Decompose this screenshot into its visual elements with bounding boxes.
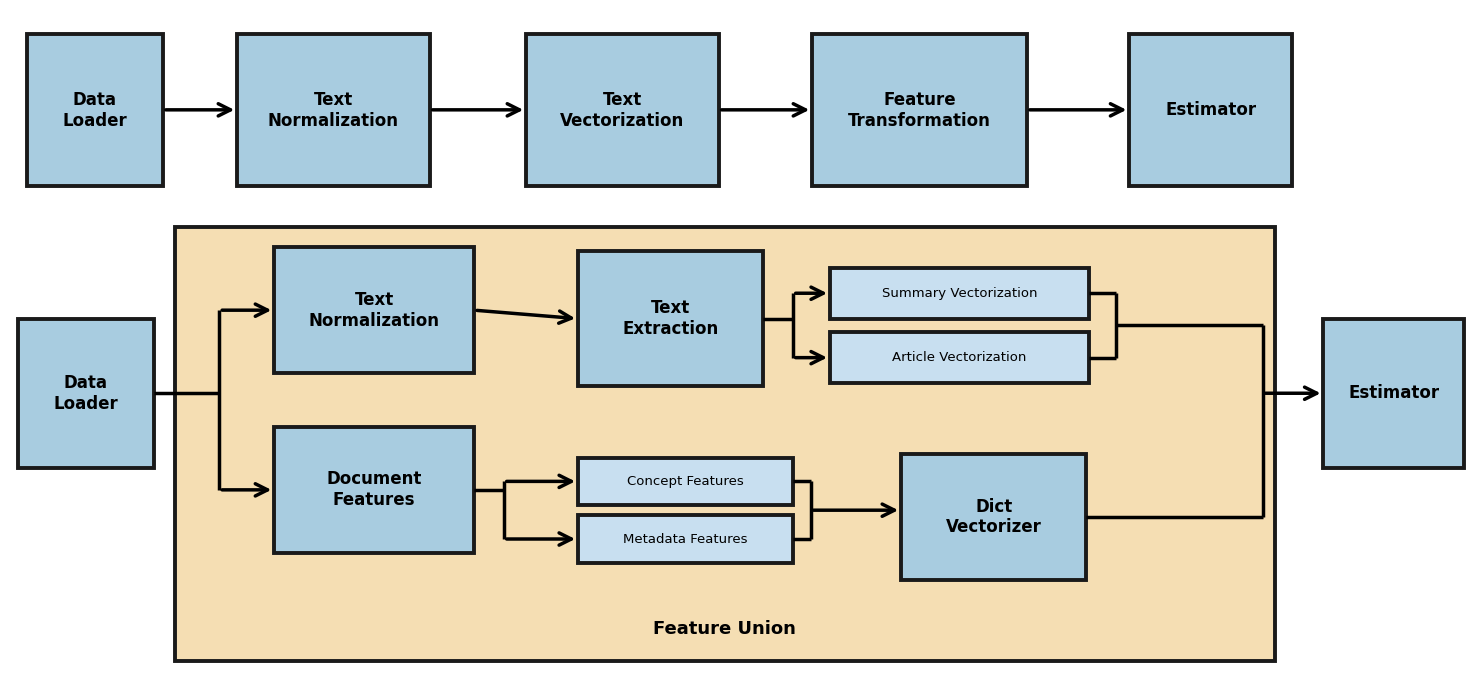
Text: Dict
Vectorizer: Dict Vectorizer xyxy=(946,498,1042,536)
FancyBboxPatch shape xyxy=(830,332,1089,383)
FancyBboxPatch shape xyxy=(175,227,1275,661)
Text: Text
Vectorization: Text Vectorization xyxy=(560,91,685,129)
FancyBboxPatch shape xyxy=(578,515,793,563)
FancyBboxPatch shape xyxy=(274,427,474,553)
Text: Estimator: Estimator xyxy=(1349,384,1439,402)
Text: Feature Union: Feature Union xyxy=(654,620,796,637)
FancyBboxPatch shape xyxy=(578,458,793,505)
Text: Data
Loader: Data Loader xyxy=(53,374,119,413)
Text: Feature
Transformation: Feature Transformation xyxy=(848,91,991,129)
Text: Article Vectorization: Article Vectorization xyxy=(892,351,1027,364)
FancyBboxPatch shape xyxy=(237,34,430,186)
FancyBboxPatch shape xyxy=(526,34,719,186)
FancyBboxPatch shape xyxy=(1323,319,1464,468)
Text: Document
Features: Document Features xyxy=(326,471,422,509)
FancyBboxPatch shape xyxy=(1129,34,1292,186)
FancyBboxPatch shape xyxy=(27,34,163,186)
Text: Metadata Features: Metadata Features xyxy=(622,532,748,546)
FancyBboxPatch shape xyxy=(578,251,763,386)
Text: Concept Features: Concept Features xyxy=(627,475,744,488)
Text: Estimator: Estimator xyxy=(1165,101,1257,119)
FancyBboxPatch shape xyxy=(901,454,1086,580)
Text: Data
Loader: Data Loader xyxy=(62,91,127,129)
Text: Text
Normalization: Text Normalization xyxy=(268,91,399,129)
FancyBboxPatch shape xyxy=(830,268,1089,319)
Text: Text
Extraction: Text Extraction xyxy=(622,299,719,338)
FancyBboxPatch shape xyxy=(274,247,474,373)
FancyBboxPatch shape xyxy=(18,319,154,468)
Text: Summary Vectorization: Summary Vectorization xyxy=(882,287,1037,300)
Text: Text
Normalization: Text Normalization xyxy=(308,291,440,330)
FancyBboxPatch shape xyxy=(812,34,1027,186)
